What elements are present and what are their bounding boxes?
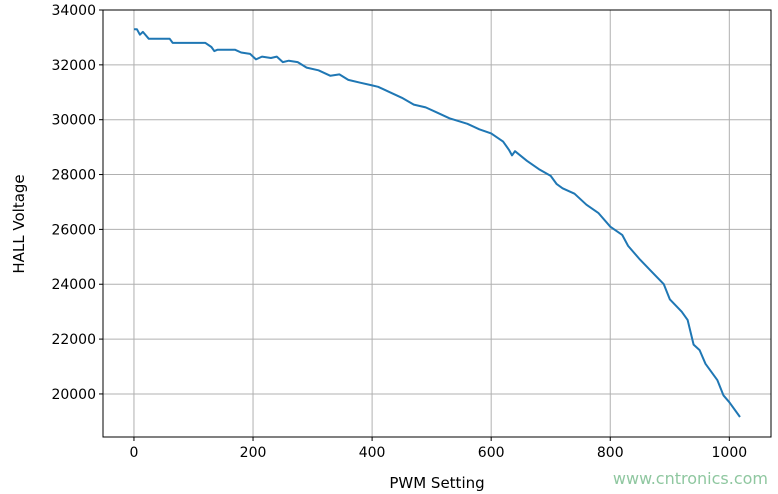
x-tick-label: 800 <box>597 445 624 461</box>
series-line-hall-voltage <box>134 28 741 418</box>
x-tick-label: 1000 <box>712 445 748 461</box>
x-tick-label: 400 <box>359 445 386 461</box>
grid <box>103 9 771 437</box>
x-tick-label: 200 <box>240 445 267 461</box>
y-tick-label: 22000 <box>51 332 96 348</box>
y-tick-label: 20000 <box>51 387 96 403</box>
y-tick-label: 34000 <box>51 3 96 19</box>
watermark: www.cntronics.com <box>612 469 768 488</box>
y-tick-label: 32000 <box>51 58 96 74</box>
y-tick-label: 24000 <box>51 277 96 293</box>
y-tick-label: 28000 <box>51 168 96 184</box>
x-axis-label: PWM Setting <box>389 474 484 492</box>
y-tick-label: 30000 <box>51 113 96 129</box>
y-axis-label: HALL Voltage <box>10 174 28 273</box>
x-tick-label: 600 <box>478 445 505 461</box>
plot-frame <box>102 9 772 438</box>
y-tick-label: 26000 <box>51 222 96 238</box>
ticks: 0 200 400 600 800 1000 20000 22000 24000 26000 280… <box>51 3 747 461</box>
x-tick-label: 0 <box>129 445 138 461</box>
